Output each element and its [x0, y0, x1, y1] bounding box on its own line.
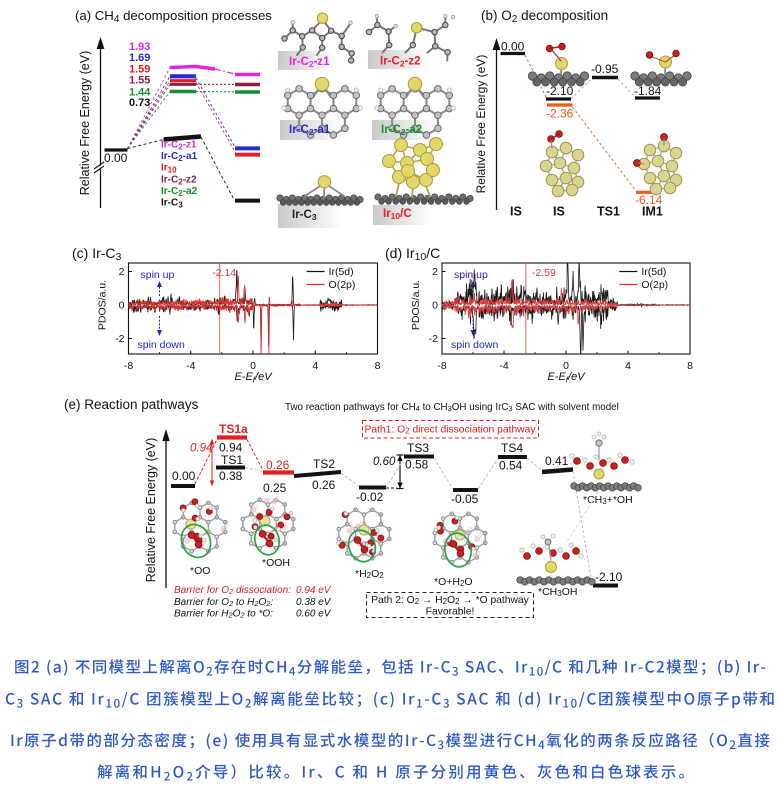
svg-text:8: 8 — [687, 360, 693, 372]
svg-text:TS1: TS1 — [221, 453, 243, 467]
svg-text:Ir(5d): Ir(5d) — [641, 266, 666, 278]
svg-text:Path 2: O2 → H2O2 → *O pathway: Path 2: O2 → H2O2 → *O pathway — [371, 595, 529, 606]
svg-text:TS2: TS2 — [313, 457, 335, 471]
svg-text:Ir-C2-z2: Ir-C2-z2 — [380, 56, 421, 69]
svg-text:2: 2 — [432, 266, 438, 278]
svg-text:0.26: 0.26 — [266, 458, 290, 472]
svg-text:-2.36: -2.36 — [546, 107, 574, 121]
svg-text:PDOS/a.u.: PDOS/a.u. — [410, 280, 422, 330]
svg-text:TS1: TS1 — [597, 205, 620, 219]
svg-text:Ir-C2-a2: Ir-C2-a2 — [381, 124, 422, 137]
svg-text:0.73: 0.73 — [129, 97, 150, 109]
svg-text:-2.10: -2.10 — [595, 570, 623, 584]
svg-text:0: 0 — [432, 300, 438, 312]
svg-text:1.69: 1.69 — [129, 52, 150, 64]
svg-text:1.55: 1.55 — [129, 75, 150, 87]
svg-text:-2.14: -2.14 — [212, 267, 236, 279]
svg-text:0.54: 0.54 — [499, 459, 523, 473]
svg-text:Ir-C2-a1: Ir-C2-a1 — [289, 124, 331, 137]
svg-text:8: 8 — [375, 360, 381, 372]
svg-text:Ir(5d): Ir(5d) — [329, 266, 354, 278]
svg-text:TS1a: TS1a — [219, 422, 248, 436]
svg-text:-4: -4 — [186, 360, 195, 372]
svg-text:Relative Free Energy (eV): Relative Free Energy (eV) — [474, 55, 488, 194]
svg-text:spin up: spin up — [141, 269, 175, 281]
svg-text:Relative Free Energy (eV): Relative Free Energy (eV) — [78, 51, 92, 196]
svg-text:-0.05: -0.05 — [451, 492, 479, 506]
svg-text:0.26: 0.26 — [312, 478, 336, 492]
svg-text:IM1: IM1 — [642, 205, 663, 219]
svg-text:O(2p): O(2p) — [329, 279, 356, 291]
svg-text:Barrier for H2O2 to *O:: Barrier for H2O2 to *O: — [174, 609, 273, 620]
svg-text:IS: IS — [510, 205, 522, 219]
svg-text:(c) Ir-C3: (c) Ir-C3 — [72, 245, 122, 263]
svg-text:-0.95: -0.95 — [591, 62, 619, 76]
svg-text:spin up: spin up — [454, 269, 488, 281]
svg-text:-8: -8 — [124, 360, 133, 372]
svg-text:4: 4 — [625, 360, 631, 372]
svg-text:Relative Free Energy (eV): Relative Free Energy (eV) — [144, 438, 158, 583]
svg-text:*O+H2O: *O+H2O — [434, 576, 473, 588]
svg-text:-8: -8 — [437, 360, 446, 372]
svg-text:-2: -2 — [429, 333, 438, 345]
svg-text:0.00: 0.00 — [172, 469, 196, 483]
svg-text:PDOS/a.u.: PDOS/a.u. — [97, 280, 109, 330]
svg-text:0.38: 0.38 — [219, 469, 243, 483]
svg-text:0.94 eV: 0.94 eV — [296, 585, 332, 596]
svg-text:2: 2 — [119, 266, 125, 278]
svg-text:(a) CH4 decomposition processe: (a) CH4 decomposition processes — [75, 8, 272, 25]
svg-text:Ir-C3: Ir-C3 — [292, 209, 317, 222]
svg-text:0.38 eV: 0.38 eV — [296, 597, 332, 608]
svg-text:-2.10: -2.10 — [546, 84, 574, 98]
svg-text:-2.59: -2.59 — [532, 267, 556, 279]
svg-text:Favorable!: Favorable! — [426, 607, 475, 618]
svg-text:0.00: 0.00 — [501, 40, 525, 54]
svg-text:-2: -2 — [115, 333, 124, 345]
svg-text:0.25: 0.25 — [263, 481, 287, 495]
svg-text:0: 0 — [119, 300, 125, 312]
svg-text:(b) O2 decomposition: (b) O2 decomposition — [481, 8, 608, 25]
svg-text:0.00: 0.00 — [104, 151, 128, 165]
svg-text:0.58: 0.58 — [405, 458, 429, 472]
svg-text:(d) Ir10/C: (d) Ir10/C — [385, 245, 440, 263]
svg-text:4: 4 — [312, 360, 318, 372]
svg-text:*CH3+*OH: *CH3+*OH — [583, 494, 633, 506]
svg-text:-4: -4 — [499, 360, 508, 372]
svg-text:spin down: spin down — [138, 339, 185, 351]
svg-text:Barrier for O2 dissociation:: Barrier for O2 dissociation: — [174, 585, 291, 596]
svg-text:Ir10/C: Ir10/C — [383, 208, 412, 221]
svg-text:Barrier for O2 to H2O2:: Barrier for O2 to H2O2: — [174, 597, 273, 608]
svg-text:O(2p): O(2p) — [641, 279, 668, 291]
svg-text:TS4: TS4 — [501, 441, 523, 455]
svg-text:Path1: O2 direct dissociation: Path1: O2 direct dissociation pathway — [364, 425, 536, 436]
svg-text:*OO: *OO — [190, 565, 210, 577]
svg-text:*OOH: *OOH — [262, 557, 290, 569]
svg-text:(e) Reaction pathways: (e) Reaction pathways — [64, 397, 199, 412]
svg-text:0.41: 0.41 — [545, 454, 569, 468]
svg-text:IS: IS — [553, 205, 565, 219]
svg-text:TS3: TS3 — [407, 441, 429, 455]
svg-text:Two reaction pathways for CH4: Two reaction pathways for CH4 to CH3OH u… — [285, 402, 619, 413]
svg-text:0.60: 0.60 — [373, 456, 396, 468]
svg-text:spin down: spin down — [451, 339, 498, 351]
svg-text:Ir-C2-z1: Ir-C2-z1 — [289, 56, 330, 69]
svg-text:0.60 eV: 0.60 eV — [296, 609, 332, 620]
svg-text:-0.02: -0.02 — [356, 490, 384, 504]
svg-text:0.94: 0.94 — [190, 443, 212, 455]
